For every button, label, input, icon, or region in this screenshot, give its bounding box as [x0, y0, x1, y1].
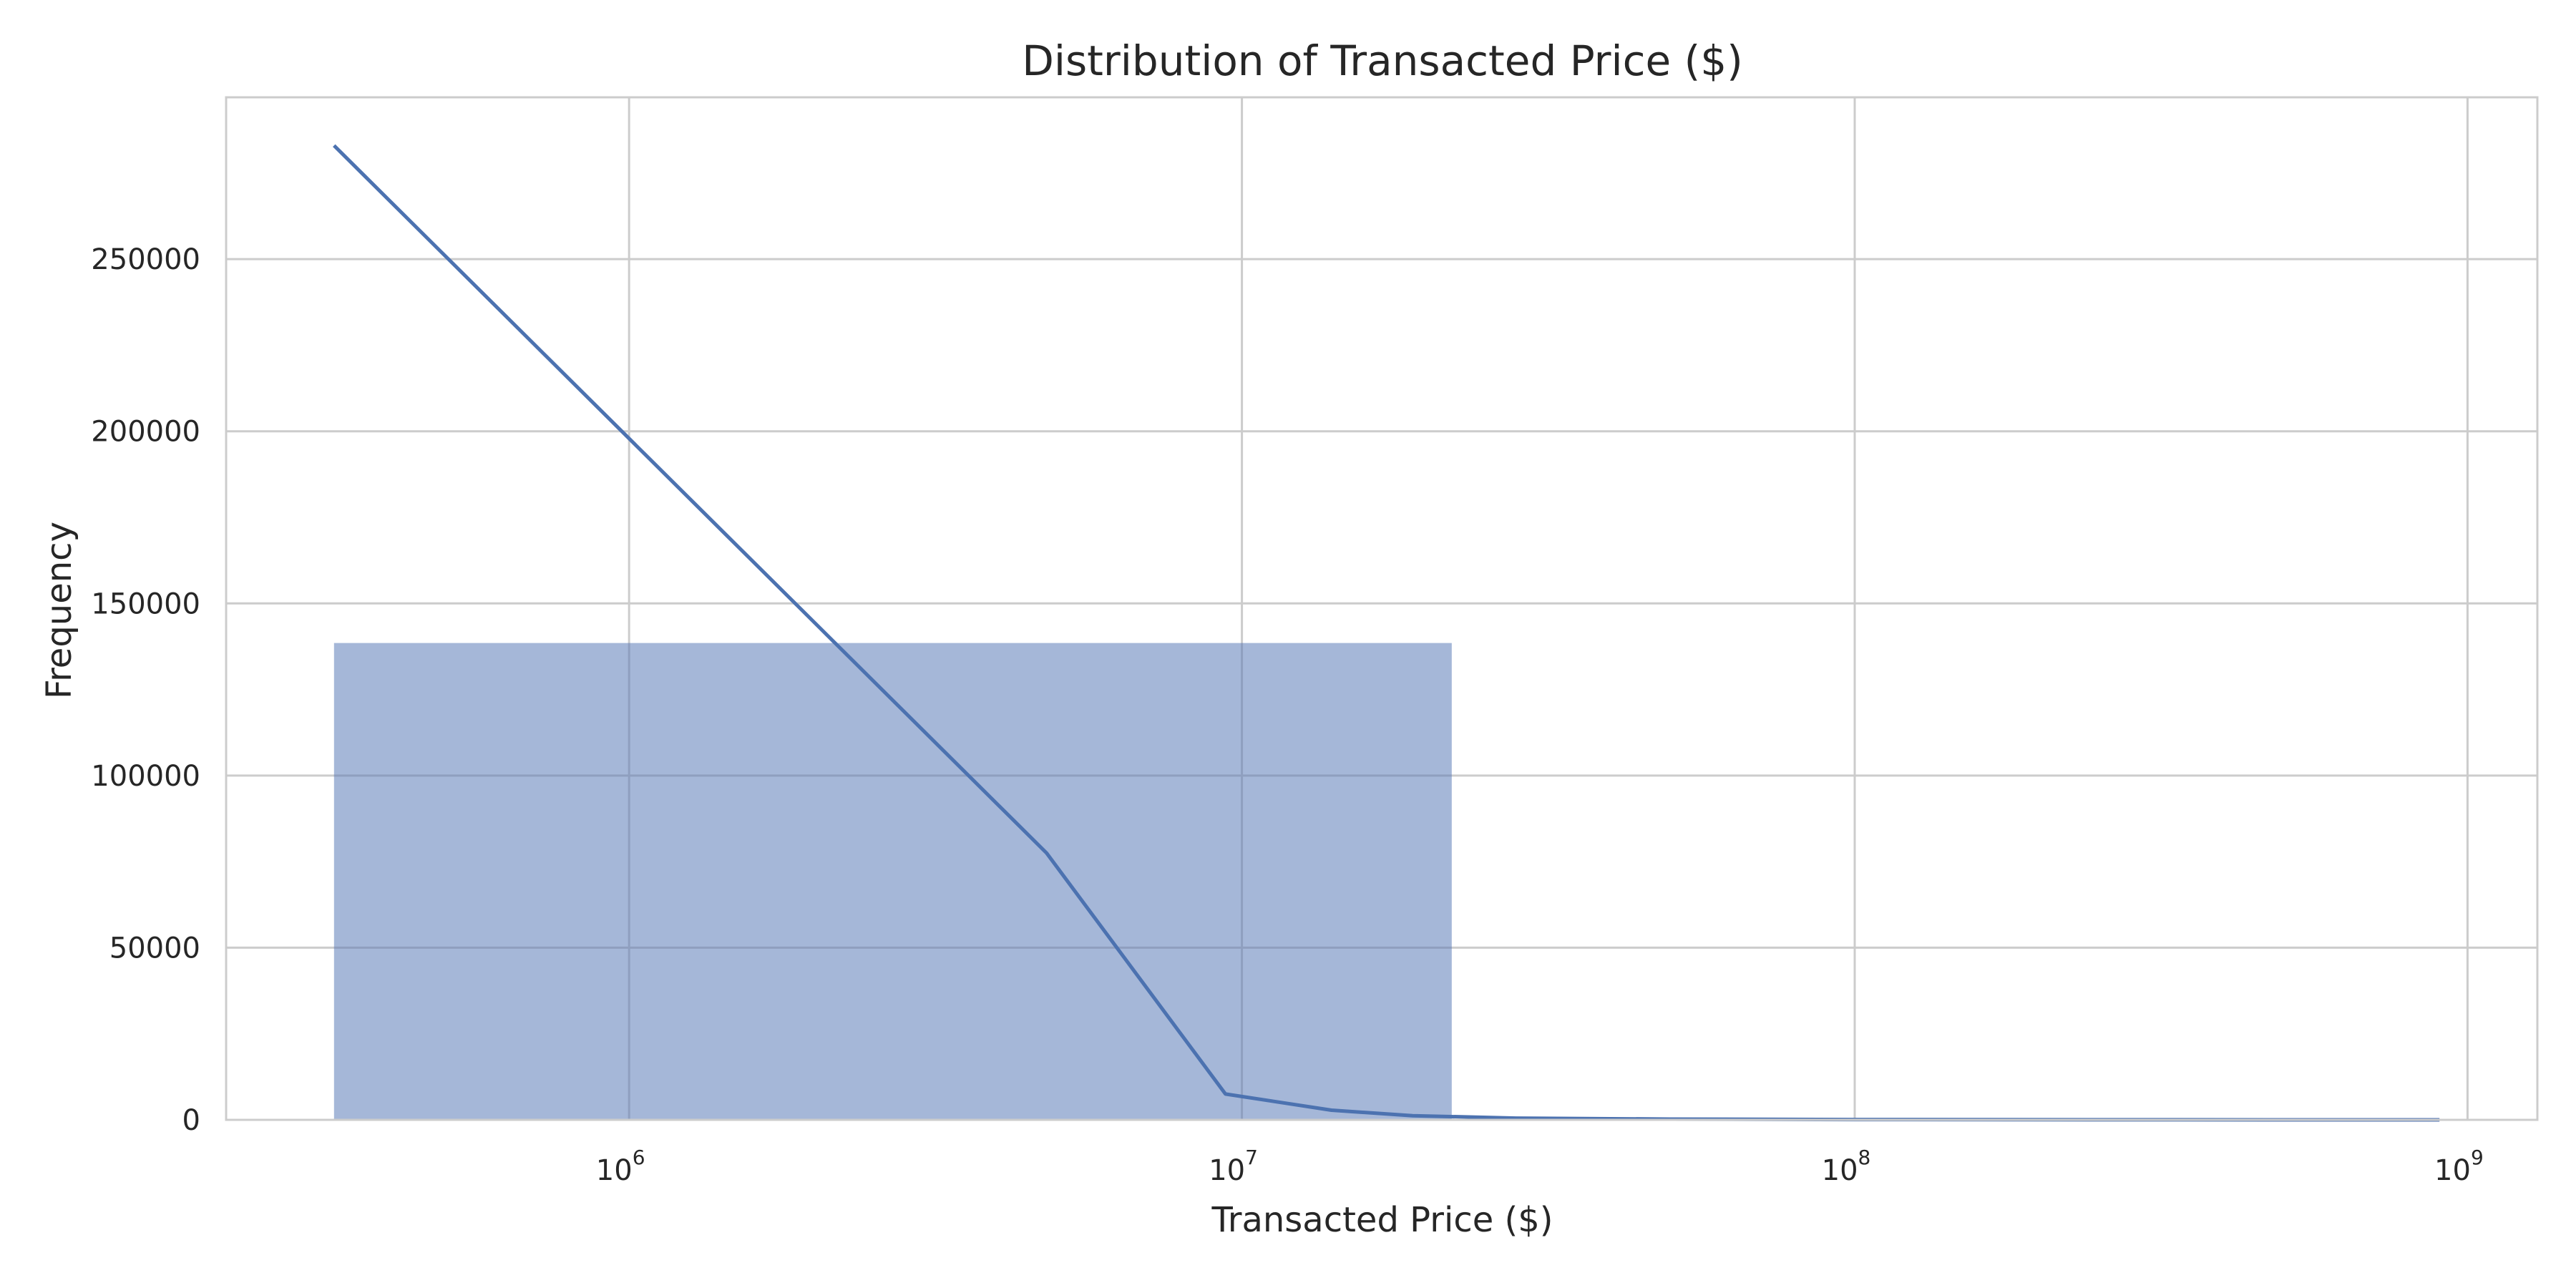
y-tick-label: 150000 [91, 587, 200, 620]
y-tick-label: 100000 [91, 760, 200, 793]
x-tick-labels: 106 107 108 109 [596, 1146, 2484, 1187]
chart-title: Distribution of Transacted Price ($) [1022, 36, 1743, 85]
x-tick-label: 107 [1209, 1146, 1258, 1187]
x-axis-label: Transacted Price ($) [1211, 1200, 1553, 1240]
x-tick-label: 108 [1822, 1146, 1871, 1187]
y-axis-label: Frequency [39, 522, 79, 699]
histogram-bars [333, 643, 1452, 1120]
y-tick-label: 0 [182, 1104, 200, 1137]
y-tick-label: 50000 [109, 932, 200, 965]
plot-border [225, 96, 2539, 1121]
y-tick-label: 200000 [91, 416, 200, 449]
x-tick-label: 109 [2434, 1146, 2484, 1187]
x-tick-label: 106 [596, 1146, 645, 1187]
y-tick-labels: 0 50000 100000 150000 200000 250000 [91, 243, 200, 1137]
histogram-bar [333, 643, 1452, 1120]
plot-frame [225, 96, 2539, 1121]
y-tick-label: 250000 [91, 243, 200, 276]
